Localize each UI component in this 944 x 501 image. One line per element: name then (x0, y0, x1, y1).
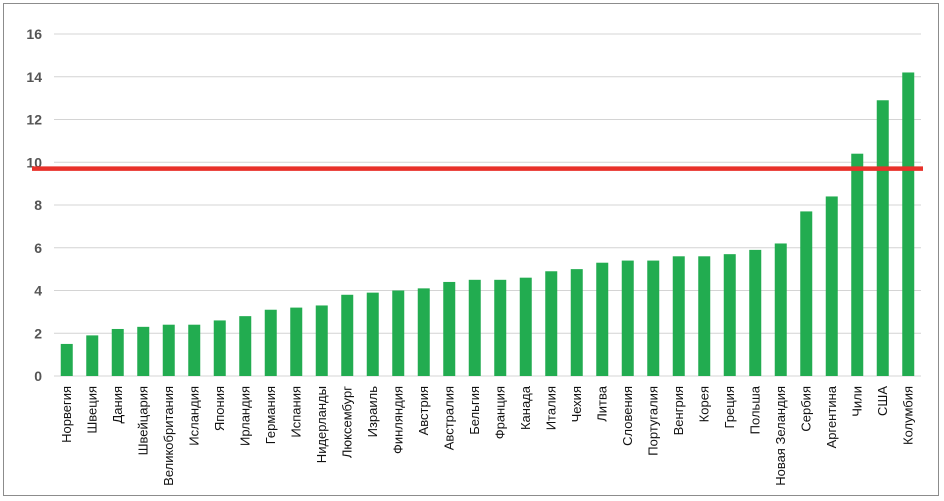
x-category-label-15: Австрия (416, 386, 431, 435)
x-category-label-1: Норвегия (59, 386, 74, 443)
x-category-label-12: Люксембург (339, 386, 354, 458)
bar-12 (341, 294, 354, 376)
x-category-label-6: Исландия (186, 386, 201, 446)
bar-3 (111, 328, 124, 376)
x-axis-category-labels: Норвегия Швеция Дания Швейцария Великобритан… (59, 385, 916, 486)
x-category-label-26: Корея (696, 386, 711, 422)
y-axis-tick-labels: 0 2 4 6 8 10 12 14 16 (26, 26, 42, 384)
bar-33 (876, 100, 889, 376)
x-category-label-22: Литва (594, 385, 609, 422)
bar-32 (851, 153, 864, 376)
bar-14 (392, 290, 405, 376)
x-category-label-23: Словения (620, 386, 635, 446)
bar-9 (264, 309, 277, 376)
x-category-label-14: Финляндия (390, 386, 405, 454)
x-category-label-7: Япония (212, 386, 227, 431)
bar-30 (800, 211, 813, 376)
x-category-label-3: Дания (110, 386, 125, 424)
bar-24 (647, 260, 660, 376)
bar-34 (902, 72, 915, 376)
bar-5 (162, 324, 175, 376)
grid-lines (54, 33, 921, 377)
bar-13 (366, 292, 379, 376)
x-category-label-2: Швеция (84, 386, 99, 434)
x-category-label-19: Канада (518, 385, 533, 430)
x-category-label-30: Сербия (798, 386, 813, 432)
y-tick-label-14: 14 (26, 69, 42, 85)
bar-6 (188, 324, 201, 376)
bar-22 (596, 262, 609, 376)
bar-4 (137, 326, 150, 376)
x-category-label-21: Чехия (569, 386, 584, 422)
bar-1 (60, 343, 73, 376)
x-category-label-31: Аргентина (824, 385, 839, 448)
bar-27 (723, 254, 736, 376)
chart-frame: 0 2 4 6 8 10 12 14 16 Норвегия Швеция Дания Швейцар… (3, 3, 939, 496)
bar-29 (774, 243, 787, 376)
x-category-label-10: Испания (288, 386, 303, 438)
x-category-label-24: Португалия (645, 386, 660, 456)
y-tick-label-16: 16 (26, 26, 42, 42)
bar-31 (825, 196, 838, 376)
bar-7 (213, 320, 226, 376)
bars (60, 72, 915, 376)
x-category-label-27: Греция (722, 386, 737, 429)
bar-chart: 0 2 4 6 8 10 12 14 16 Норвегия Швеция Дания Швейцар… (26, 26, 923, 486)
x-category-label-20: Италия (543, 386, 558, 430)
bar-18 (494, 279, 507, 376)
x-category-label-11: Нидерланды (314, 386, 329, 463)
x-category-label-33: США (875, 386, 890, 416)
x-category-label-8: Ирландия (237, 386, 252, 446)
bar-11 (315, 305, 328, 376)
bar-17 (468, 279, 481, 376)
x-category-label-5: Великобритания (161, 386, 176, 486)
y-tick-label-10: 10 (26, 154, 42, 170)
x-category-label-17: Бельгия (467, 386, 482, 435)
bar-25 (672, 256, 685, 376)
x-category-label-25: Венгрия (671, 386, 686, 435)
bar-16 (443, 281, 456, 376)
x-category-label-32: Чили (849, 386, 864, 417)
bar-20 (545, 271, 558, 376)
bar-15 (417, 288, 430, 376)
x-category-label-18: Франция (492, 386, 507, 439)
x-category-label-9: Германия (263, 386, 278, 444)
bar-19 (519, 277, 532, 376)
bar-10 (290, 307, 303, 376)
bar-21 (570, 269, 583, 376)
bar-8 (239, 316, 252, 376)
x-category-label-4: Швейцария (135, 386, 150, 455)
x-category-label-34: Колумбия (900, 386, 915, 445)
bar-23 (621, 260, 634, 376)
bar-26 (698, 256, 711, 376)
y-tick-label-2: 2 (34, 325, 42, 341)
y-tick-label-8: 8 (34, 197, 42, 213)
y-tick-label-0: 0 (34, 368, 42, 384)
x-category-label-16: Австралия (441, 386, 456, 450)
x-category-label-29: Новая Зеландия (773, 386, 788, 486)
y-tick-label-12: 12 (26, 112, 42, 128)
x-category-label-28: Польша (747, 385, 762, 434)
x-category-label-13: Израиль (365, 386, 380, 438)
y-tick-label-4: 4 (34, 283, 42, 299)
y-tick-label-6: 6 (34, 240, 42, 256)
bar-2 (86, 335, 99, 376)
bar-28 (749, 249, 762, 376)
